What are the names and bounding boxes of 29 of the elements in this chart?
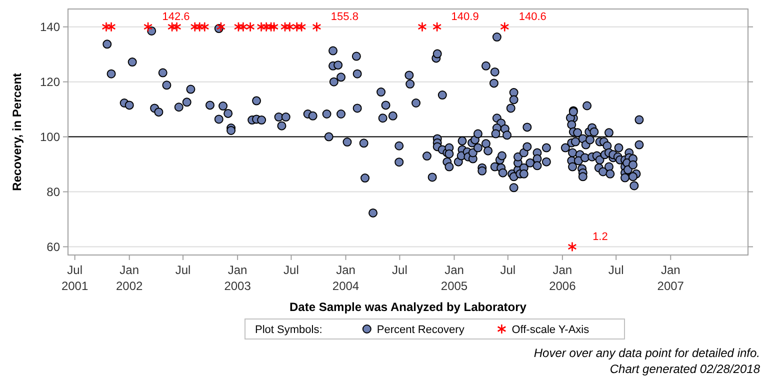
x-tick-label: Jan 2004 xyxy=(332,263,360,293)
y-tick-label: 80 xyxy=(46,184,60,199)
x-tick-label: Jul 2001 xyxy=(61,263,88,293)
x-tick-label: Jan 2003 xyxy=(224,263,252,293)
y-tick-label: 140 xyxy=(40,20,60,34)
x-tick-label: Jul xyxy=(284,263,299,277)
text: Chart generated 02/28/2018 xyxy=(610,362,760,376)
annotation: 140.9 xyxy=(451,10,479,23)
annotation: 155.8 xyxy=(330,10,358,23)
x-tick-label: Jan 2006 xyxy=(549,263,576,293)
x-tick-label: Jul xyxy=(175,263,191,277)
annotation: 142.6 xyxy=(162,10,190,23)
y-tick-label: 100 xyxy=(40,130,60,144)
x-tick-label: Jul xyxy=(392,263,408,277)
text: Hover over any data point for detailed info. xyxy=(534,346,760,360)
legend-title: Plot Symbols: xyxy=(255,324,322,336)
y-axis-title: Recovery, in Percent xyxy=(10,73,24,191)
x-tick-label: Jan 2007 xyxy=(657,263,684,293)
annotation: 140.6 xyxy=(518,10,546,23)
legend-label: Percent Recovery xyxy=(376,324,465,336)
x-tick-label: Jan 2002 xyxy=(116,263,144,293)
y-tick-label: 120 xyxy=(40,74,60,89)
x-tick-label: Jul xyxy=(608,263,624,277)
legend-label: Off-scale Y-Axis xyxy=(512,324,590,336)
annotation: 1.2 xyxy=(592,230,608,243)
y-tick-label: 60 xyxy=(46,240,60,254)
x-axis-title: Date Sample was Analyzed by Laboratory xyxy=(290,300,527,314)
x-tick-label: Jan 2005 xyxy=(440,263,468,293)
x-tick-label: Jul xyxy=(500,263,516,277)
